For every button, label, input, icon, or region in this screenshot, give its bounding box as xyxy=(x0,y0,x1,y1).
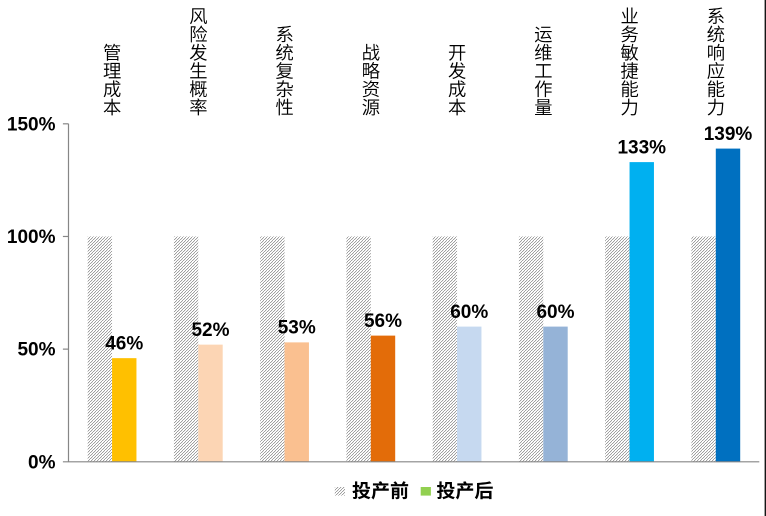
svg-text:52%: 52% xyxy=(191,320,229,341)
svg-text:0%: 0% xyxy=(28,452,56,473)
svg-text:50%: 50% xyxy=(17,340,55,361)
svg-text:53%: 53% xyxy=(278,318,316,339)
svg-text:150%: 150% xyxy=(7,114,56,135)
svg-text:46%: 46% xyxy=(105,333,143,354)
svg-text:139%: 139% xyxy=(704,124,753,145)
svg-text:60%: 60% xyxy=(536,302,574,323)
svg-text:133%: 133% xyxy=(617,137,666,158)
svg-text:56%: 56% xyxy=(364,311,402,332)
svg-text:60%: 60% xyxy=(450,302,488,323)
svg-text:100%: 100% xyxy=(7,227,56,248)
